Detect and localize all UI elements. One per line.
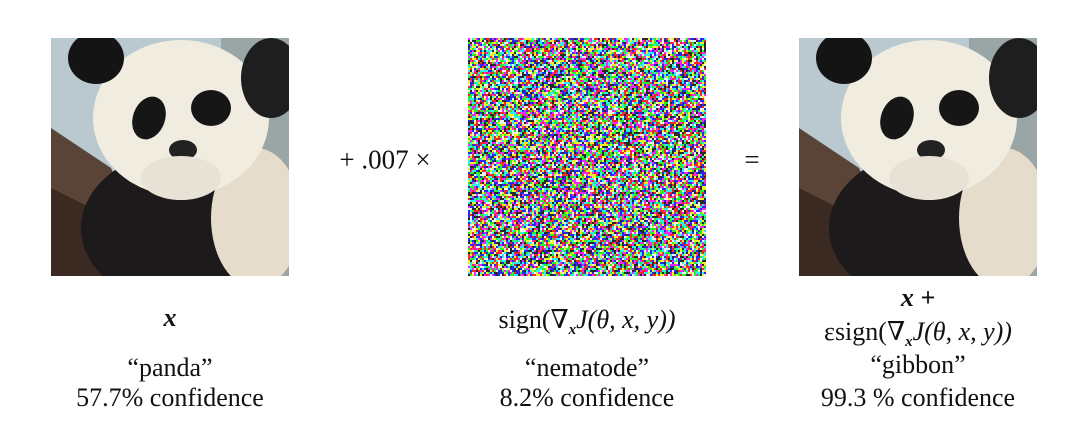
confidence-label: 8.2% confidence — [499, 383, 675, 412]
confidence-label: 99.3 % confidence — [820, 383, 1016, 412]
panda-image — [51, 38, 289, 276]
adversarial-panda-image — [799, 38, 1037, 276]
formula-gradient-sign: sign(∇xJ(θ, x, y)) — [498, 305, 676, 339]
formula-adversarial-line1: x + — [900, 283, 936, 312]
plus-scale-operator: + .007 × — [339, 144, 431, 175]
class-label: “panda” — [127, 353, 213, 382]
perturbation-noise-image — [468, 38, 706, 276]
formula-x: x — [163, 303, 177, 332]
equals-operator: = — [744, 144, 760, 175]
class-label: “gibbon” — [870, 350, 966, 379]
class-label: “nematode” — [524, 353, 650, 382]
confidence-label: 57.7% confidence — [76, 383, 264, 412]
formula-adversarial-line2: εsign(∇xJ(θ, x, y)) — [824, 317, 1012, 351]
